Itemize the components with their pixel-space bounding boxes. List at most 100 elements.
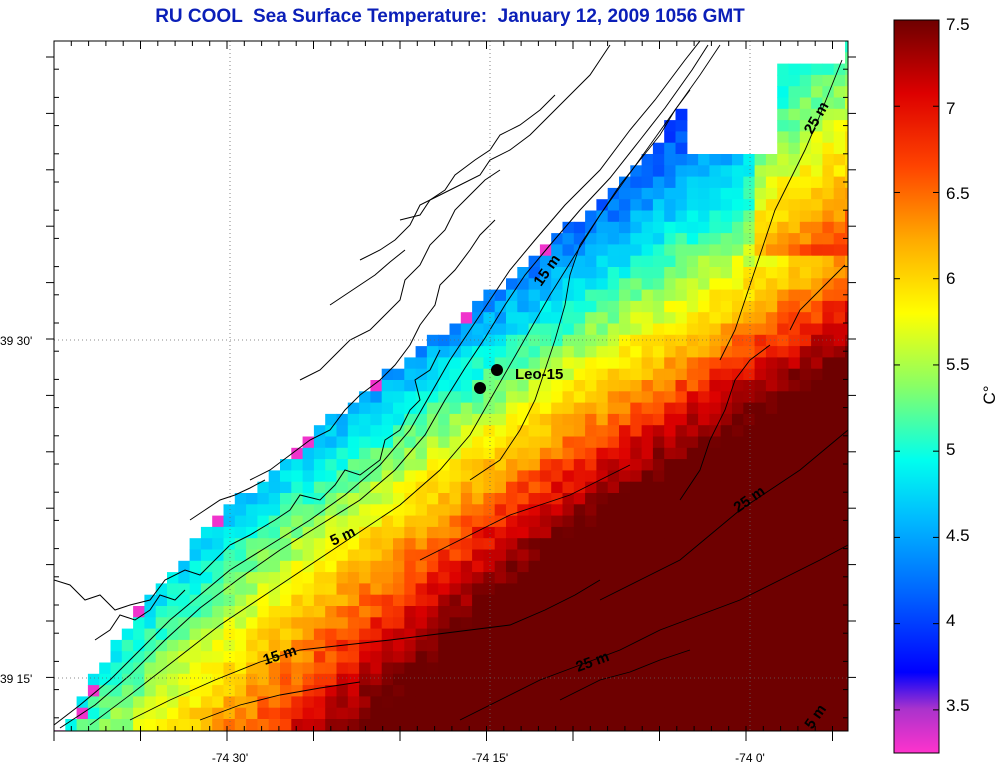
sst-cell [472, 323, 484, 336]
sst-cell [698, 673, 710, 686]
sst-cell [765, 278, 778, 291]
sst-cell [121, 696, 134, 709]
sst-cell [268, 504, 281, 517]
sst-cell [472, 583, 484, 596]
sst-cell [381, 662, 394, 675]
sst-cell [585, 402, 597, 415]
sst-cell [573, 233, 586, 245]
sst-cell [664, 583, 677, 596]
sst-cell [234, 594, 247, 607]
sst-cell [754, 730, 767, 731]
sst-cell [494, 459, 507, 471]
sst-cell [189, 662, 202, 675]
sst-cell [845, 459, 848, 471]
sst-cell [573, 504, 586, 517]
sst-cell [788, 176, 801, 189]
sst-cell [686, 504, 699, 517]
sst-cell [347, 673, 360, 686]
sst-cell [472, 662, 484, 675]
sst-cell [551, 402, 564, 415]
station-markers: Leo-15 [474, 364, 563, 394]
sst-cell [811, 120, 823, 132]
sst-cell [133, 662, 145, 675]
sst-cell [799, 413, 812, 426]
sst-cell [641, 470, 654, 483]
sst-cell [743, 594, 756, 607]
sst-cell [675, 300, 688, 313]
sst-cell [652, 504, 665, 517]
sst-cell [822, 300, 835, 313]
sst-cell [619, 221, 631, 234]
sst-cell [200, 549, 213, 562]
sst-cell [732, 368, 744, 381]
sst-cell [426, 730, 439, 731]
sst-cell [777, 278, 790, 291]
sst-cell [833, 323, 846, 336]
sst-cell [777, 515, 790, 528]
sst-cell [754, 278, 767, 291]
sst-cell [483, 606, 496, 618]
sst-cell [664, 696, 677, 709]
sst-cell [799, 154, 812, 166]
sst-cell [777, 233, 790, 245]
sst-cell [845, 639, 848, 652]
sst-cell [99, 719, 112, 731]
sst-cell [799, 651, 812, 664]
sst-cell [449, 719, 462, 731]
sst-cell [234, 707, 247, 720]
sst-cell [302, 651, 315, 664]
sst-cell [404, 560, 417, 573]
sst-cell [641, 606, 654, 618]
sst-cell [596, 730, 609, 731]
sst-cell [438, 651, 451, 664]
sst-cell [675, 504, 688, 517]
sst-cell [506, 323, 518, 336]
sst-cell [698, 413, 710, 426]
sst-cell [630, 425, 643, 438]
sst-cell [336, 639, 349, 652]
sst-cell [652, 300, 665, 313]
sst-cell [777, 142, 790, 155]
sst-cell [359, 651, 371, 664]
sst-cell [630, 639, 643, 652]
sst-cell [788, 572, 801, 584]
sst-cell [664, 380, 677, 392]
sst-cell [551, 707, 564, 720]
sst-cell [664, 628, 677, 641]
sst-cell [845, 334, 848, 347]
sst-cell [189, 673, 202, 686]
sst-cell [325, 696, 338, 709]
sst-cell [788, 86, 801, 99]
sst-cell [313, 594, 326, 607]
sst-cell [404, 368, 417, 381]
contour-mid-4 [789, 264, 846, 331]
sst-cell [675, 244, 688, 257]
sst-cell [200, 606, 213, 618]
sst-cell [630, 459, 643, 471]
sst-cell [494, 346, 507, 358]
sst-cell [698, 199, 710, 212]
sst-cell [167, 719, 179, 731]
sst-cell [845, 244, 848, 257]
sst-cell [54, 730, 66, 731]
sst-cell [302, 719, 315, 731]
sst-cell [799, 63, 812, 76]
sst-cell [607, 719, 620, 731]
sst-cell [494, 402, 507, 415]
sst-cell [291, 628, 304, 641]
sst-cell [562, 413, 575, 426]
sst-cell [698, 380, 710, 392]
sst-cell [494, 549, 507, 562]
sst-cell [619, 447, 631, 460]
sst-cell [381, 696, 394, 709]
sst-cell [765, 267, 778, 279]
sst-cell [539, 662, 552, 675]
sst-cell [178, 639, 191, 652]
sst-cell [562, 244, 575, 257]
sst-cell [720, 300, 733, 313]
sst-cell [630, 662, 643, 675]
sst-cell [596, 628, 609, 641]
sst-cell [551, 696, 564, 709]
sst-cell [652, 719, 665, 731]
sst-cell [167, 572, 179, 584]
